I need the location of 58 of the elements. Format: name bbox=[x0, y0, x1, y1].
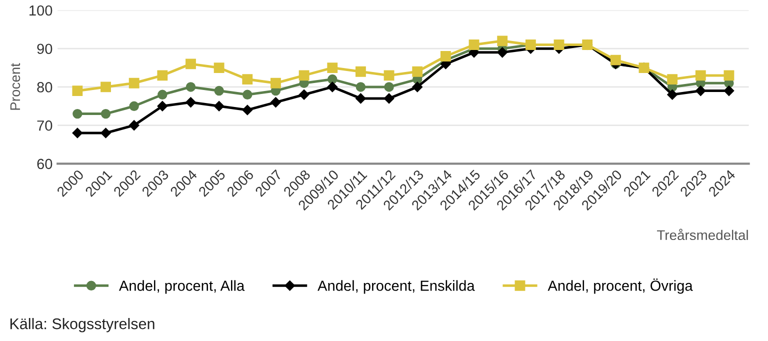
point bbox=[214, 101, 224, 112]
point bbox=[412, 82, 422, 92]
y-tick-label: 80 bbox=[37, 82, 52, 92]
point bbox=[242, 104, 253, 116]
point bbox=[440, 51, 451, 62]
point bbox=[242, 74, 253, 84]
point bbox=[298, 70, 310, 81]
legend-label: Andel, procent, Övriga bbox=[548, 278, 693, 294]
point bbox=[384, 93, 394, 104]
point bbox=[214, 86, 224, 96]
point bbox=[129, 101, 139, 111]
y-tick-label: 60 bbox=[37, 158, 52, 170]
point bbox=[327, 82, 338, 92]
x-axis-title: Treårsmedeltal bbox=[657, 228, 748, 240]
point bbox=[128, 120, 140, 130]
y-axis-title: Procent bbox=[10, 63, 20, 110]
point bbox=[497, 36, 508, 46]
point bbox=[298, 90, 310, 100]
point bbox=[695, 70, 706, 81]
y-tick-label: 70 bbox=[37, 120, 52, 131]
point bbox=[667, 90, 678, 100]
point bbox=[328, 74, 338, 84]
point bbox=[128, 78, 140, 88]
point bbox=[724, 86, 734, 96]
point bbox=[100, 108, 111, 119]
point bbox=[100, 128, 111, 138]
point bbox=[384, 82, 394, 92]
point bbox=[242, 90, 252, 100]
y-tick-label: 100 bbox=[30, 5, 52, 16]
point bbox=[412, 66, 423, 77]
point bbox=[696, 86, 706, 96]
point bbox=[270, 78, 281, 88]
point bbox=[356, 66, 366, 77]
point bbox=[72, 86, 83, 96]
point bbox=[186, 97, 196, 108]
point bbox=[270, 97, 281, 108]
point bbox=[724, 70, 734, 81]
point bbox=[610, 54, 621, 66]
point bbox=[497, 47, 508, 58]
point bbox=[667, 74, 678, 84]
point bbox=[186, 58, 196, 70]
legend-label: Andel, procent, Enskilda bbox=[318, 280, 475, 294]
point bbox=[356, 82, 366, 92]
point bbox=[100, 82, 111, 92]
point bbox=[158, 90, 168, 100]
point bbox=[327, 62, 338, 73]
point bbox=[468, 40, 480, 50]
point bbox=[186, 82, 196, 92]
text: Källa: Skogsstyrelsen bbox=[10, 318, 154, 332]
point bbox=[157, 101, 168, 112]
y-tick-label: 90 bbox=[37, 44, 52, 54]
point bbox=[72, 108, 82, 119]
point bbox=[157, 70, 168, 81]
point bbox=[214, 62, 224, 73]
point bbox=[356, 93, 366, 104]
point bbox=[72, 128, 83, 138]
legend-label: Andel, procent, Alla bbox=[118, 280, 245, 294]
point bbox=[384, 70, 394, 81]
